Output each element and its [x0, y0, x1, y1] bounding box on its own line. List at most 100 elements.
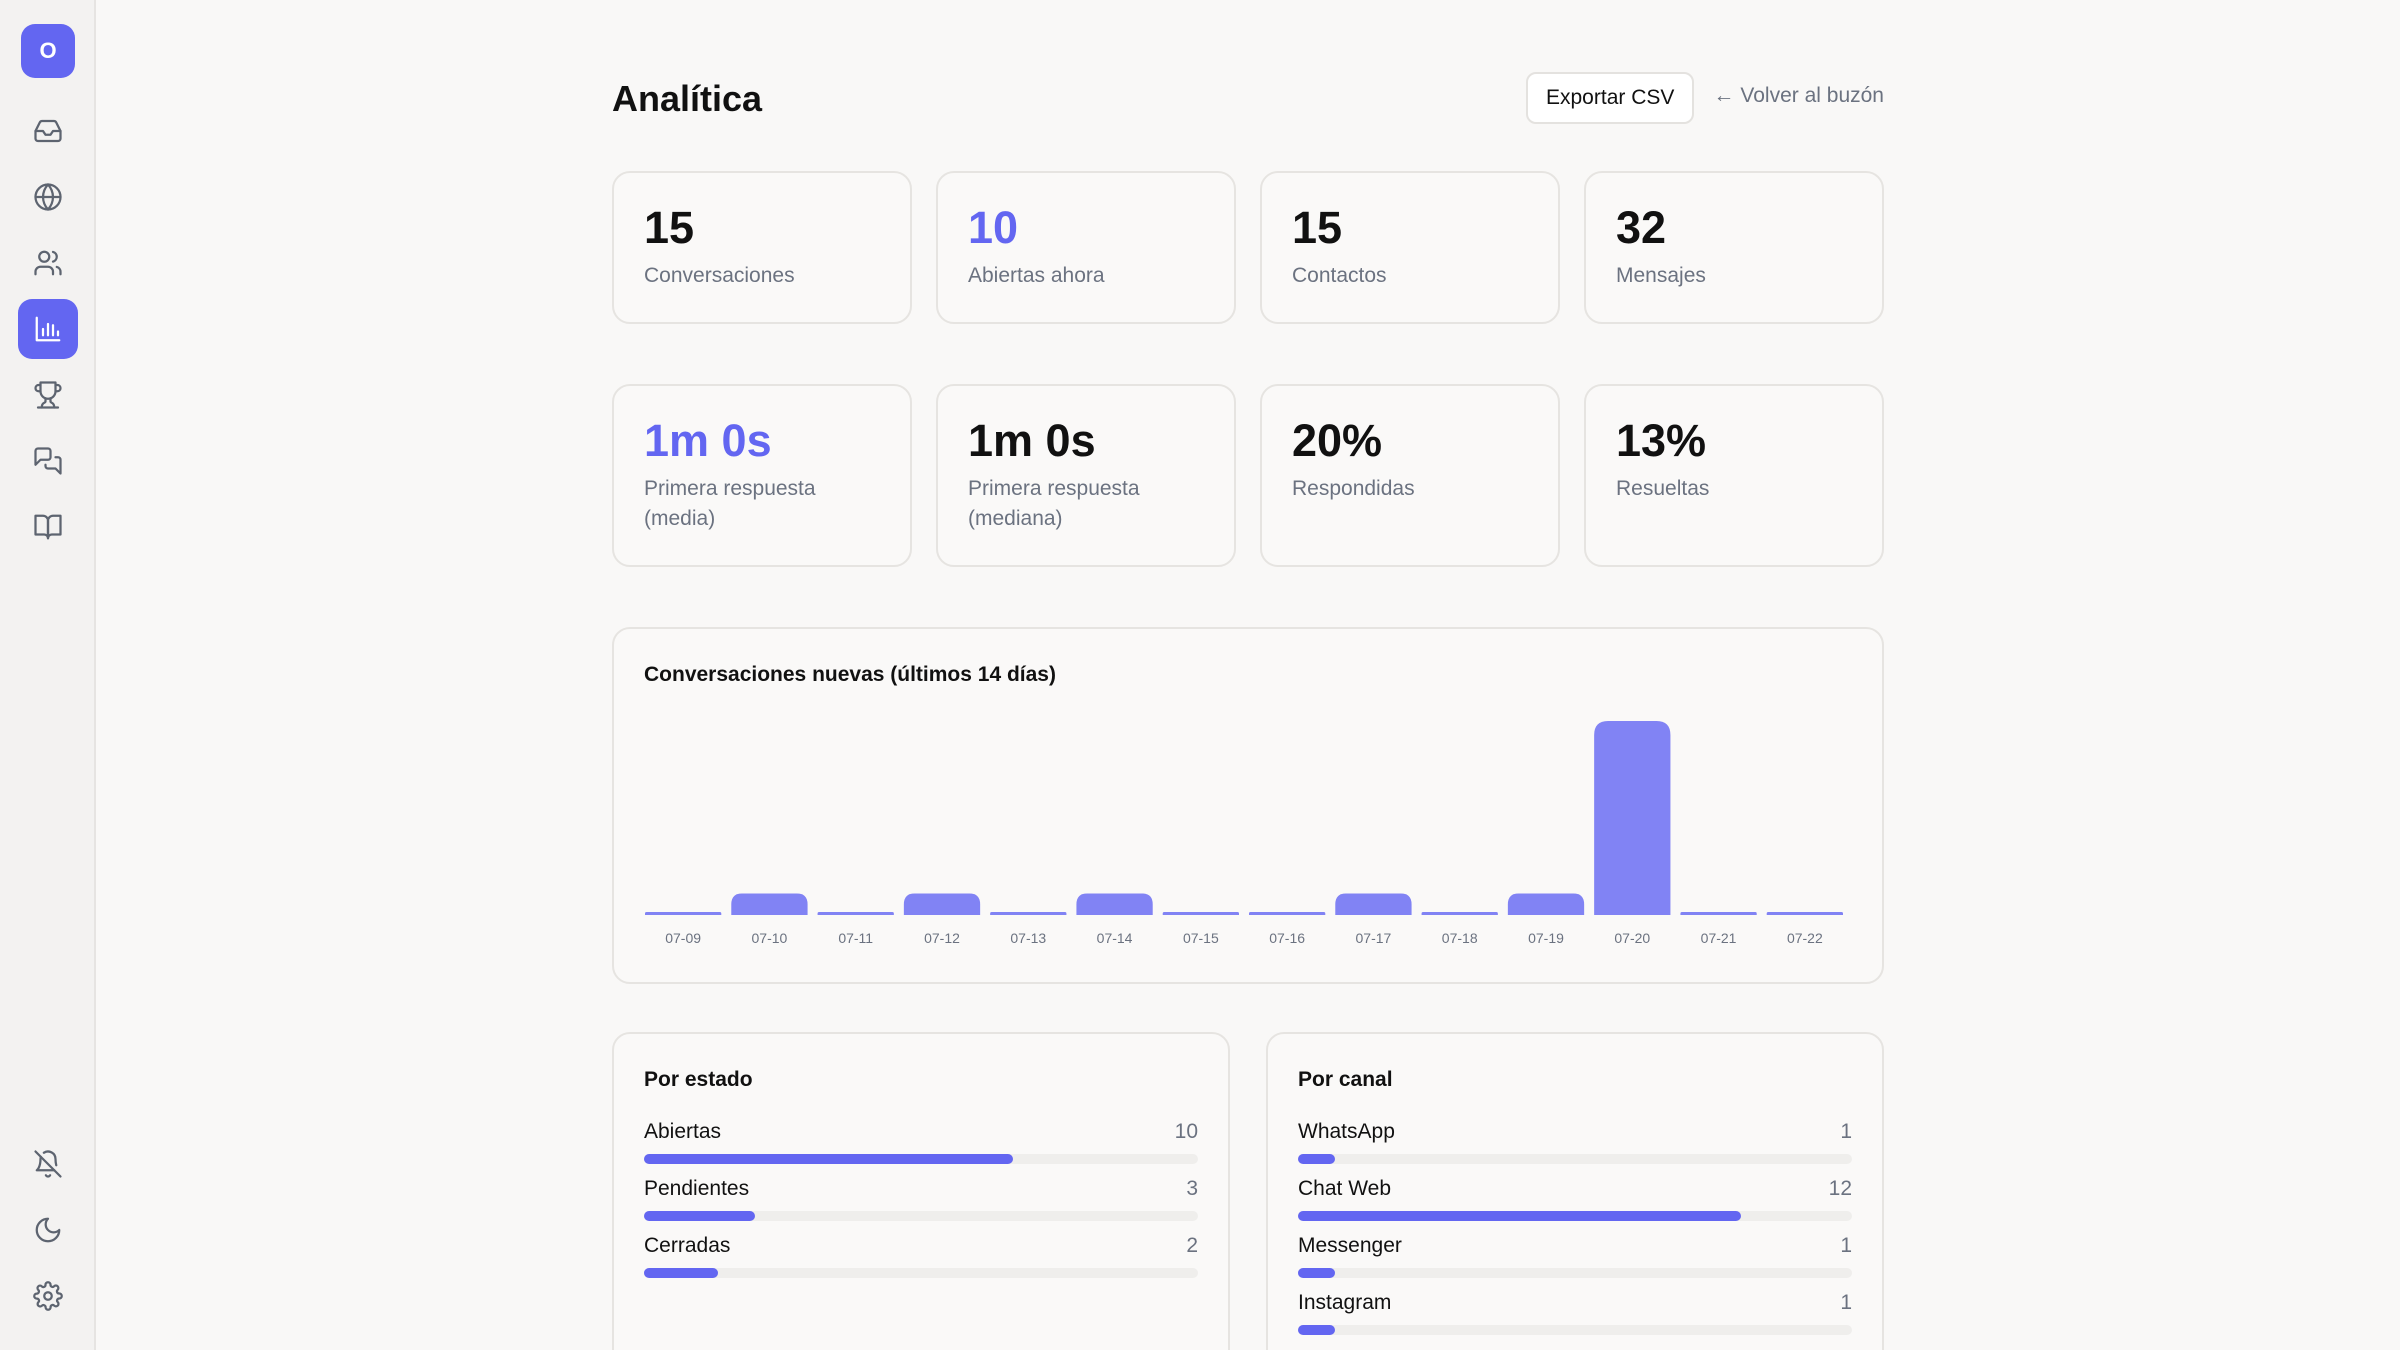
- bar-07-20: [1594, 721, 1671, 915]
- breakdown-row: Abiertas 10: [644, 1120, 1198, 1170]
- bar-07-12: [903, 893, 981, 915]
- bar-07-16: [1249, 912, 1326, 915]
- page-header: Analítica Exportar CSV ← Volver al buzón: [612, 70, 1884, 126]
- x-tick-label: 07-09: [665, 930, 701, 946]
- bar-07-15: [1162, 912, 1239, 915]
- sidebar-item-contacts[interactable]: [18, 233, 78, 293]
- export-csv-button[interactable]: Exportar CSV: [1526, 72, 1695, 124]
- row-label: Pendientes: [644, 1177, 750, 1200]
- sidebar-item-analytics[interactable]: [18, 299, 78, 359]
- breakdown-row: Chat Web 12: [1298, 1177, 1852, 1227]
- progress-track: [644, 1154, 1198, 1164]
- stat-value: 1m 0s: [968, 415, 1096, 466]
- progress-track: [1298, 1154, 1852, 1164]
- progress-fill: [644, 1211, 755, 1221]
- sidebar-item-web[interactable]: [18, 167, 78, 227]
- bar-07-21: [1680, 912, 1757, 915]
- back-to-inbox-link[interactable]: ← Volver al buzón: [1713, 84, 1884, 108]
- breakdown-row: Cerradas 2: [644, 1234, 1198, 1284]
- bell-off-icon: [34, 1150, 62, 1178]
- stat-label: Mensajes: [1616, 264, 1706, 287]
- x-tick-label: 07-21: [1701, 930, 1737, 946]
- new-conversations-bar-chart: 07-09 07-10 07-11 07-12 07-13 07-14 07-15 07-16…: [645, 721, 1843, 946]
- breakdown-row: WhatsApp 1: [1298, 1120, 1852, 1170]
- stat-card-answered: 20% Respondidas: [1260, 384, 1560, 567]
- by-channel-title: Por canal: [1298, 1068, 1393, 1091]
- row-count: 10: [1174, 1120, 1198, 1143]
- settings-button[interactable]: [18, 1266, 78, 1326]
- row-count: 1: [1840, 1234, 1852, 1257]
- sidebar-item-achievements[interactable]: [18, 365, 78, 425]
- inbox-icon: [34, 119, 62, 143]
- users-icon: [34, 250, 62, 276]
- globe-icon: [34, 183, 62, 211]
- progress-fill: [644, 1268, 718, 1278]
- trophy-icon: [34, 381, 62, 409]
- chart-title: Conversaciones nuevas (últimos 14 días): [644, 663, 1056, 686]
- progress-track: [1298, 1325, 1852, 1335]
- row-count: 3: [1186, 1177, 1198, 1200]
- breakdown-row: Messenger 1: [1298, 1234, 1852, 1284]
- sidebar-item-knowledge-base[interactable]: [18, 497, 78, 557]
- sidebar-item-inbox[interactable]: [18, 101, 78, 161]
- progress-track: [644, 1211, 1198, 1221]
- bar-07-09: [645, 912, 722, 915]
- bar-07-13: [990, 912, 1067, 915]
- row-label: Abiertas: [644, 1120, 722, 1143]
- stat-card-first-response-mean: 1m 0s Primera respuesta (media): [612, 384, 912, 567]
- x-tick-label: 07-22: [1787, 930, 1823, 946]
- page-title: Analítica: [612, 78, 763, 119]
- stat-value: 20%: [1292, 415, 1383, 466]
- bar-07-19: [1507, 893, 1585, 915]
- row-label: WhatsApp: [1298, 1120, 1395, 1143]
- stat-label: Resueltas: [1616, 477, 1710, 500]
- stat-label: Primera respuesta (media): [644, 477, 816, 530]
- stat-value: 13%: [1616, 415, 1707, 466]
- x-tick-label: 07-14: [1097, 930, 1133, 946]
- progress-fill: [1298, 1268, 1335, 1278]
- progress-track: [1298, 1211, 1852, 1221]
- row-count: 1: [1840, 1291, 1852, 1314]
- stat-card-resolved: 13% Resueltas: [1584, 384, 1884, 567]
- row-label: Messenger: [1298, 1234, 1402, 1257]
- stat-value: 32: [1616, 202, 1667, 253]
- x-tick-label: 07-19: [1528, 930, 1564, 946]
- book-icon: [34, 514, 62, 540]
- x-tick-label: 07-12: [924, 930, 960, 946]
- progress-fill: [1298, 1154, 1335, 1164]
- bar-07-18: [1421, 912, 1498, 915]
- arrow-left-icon: ←: [1713, 84, 1735, 107]
- progress-fill: [1298, 1211, 1742, 1221]
- stat-label: Contactos: [1292, 264, 1387, 287]
- bar-chart-icon: [35, 316, 61, 342]
- sidebar-item-messages[interactable]: [18, 431, 78, 491]
- x-tick-label: 07-15: [1183, 930, 1219, 946]
- stat-value: 1m 0s: [644, 415, 772, 466]
- workspace-avatar[interactable]: O: [21, 24, 75, 78]
- breakdown-row: Instagram 1: [1298, 1291, 1852, 1341]
- x-tick-label: 07-18: [1442, 930, 1478, 946]
- stats-row-performance: 1m 0s Primera respuesta (media) 1m 0s Pr…: [612, 384, 1884, 567]
- progress-track: [644, 1268, 1198, 1278]
- sidebar: O: [0, 0, 96, 1350]
- x-tick-label: 07-16: [1269, 930, 1305, 946]
- messages-icon: [34, 447, 62, 475]
- by-channel-card: Por canal WhatsApp 1 Chat Web 12 Messenger 1 I…: [1266, 1032, 1884, 1350]
- stats-row-totals: 15 Conversaciones 10 Abiertas ahora 15 C…: [612, 171, 1884, 324]
- notifications-toggle[interactable]: [18, 1134, 78, 1194]
- by-status-title: Por estado: [644, 1068, 753, 1091]
- row-count: 1: [1840, 1120, 1852, 1143]
- row-count: 12: [1828, 1177, 1852, 1200]
- progress-fill: [1298, 1325, 1335, 1335]
- bar-07-22: [1766, 912, 1843, 915]
- stat-label: Conversaciones: [644, 264, 795, 287]
- theme-toggle[interactable]: [18, 1200, 78, 1260]
- bar-07-17: [1335, 893, 1412, 915]
- progress-fill: [644, 1154, 1014, 1164]
- by-status-card: Por estado Abiertas 10 Pendientes 3 Cerradas…: [612, 1032, 1230, 1350]
- stat-card-first-response-median: 1m 0s Primera respuesta (mediana): [936, 384, 1236, 567]
- x-tick-label: 07-13: [1010, 930, 1046, 946]
- stat-value: 15: [644, 202, 695, 253]
- stat-card-messages: 32 Mensajes: [1584, 171, 1884, 324]
- bar-07-10: [731, 893, 808, 915]
